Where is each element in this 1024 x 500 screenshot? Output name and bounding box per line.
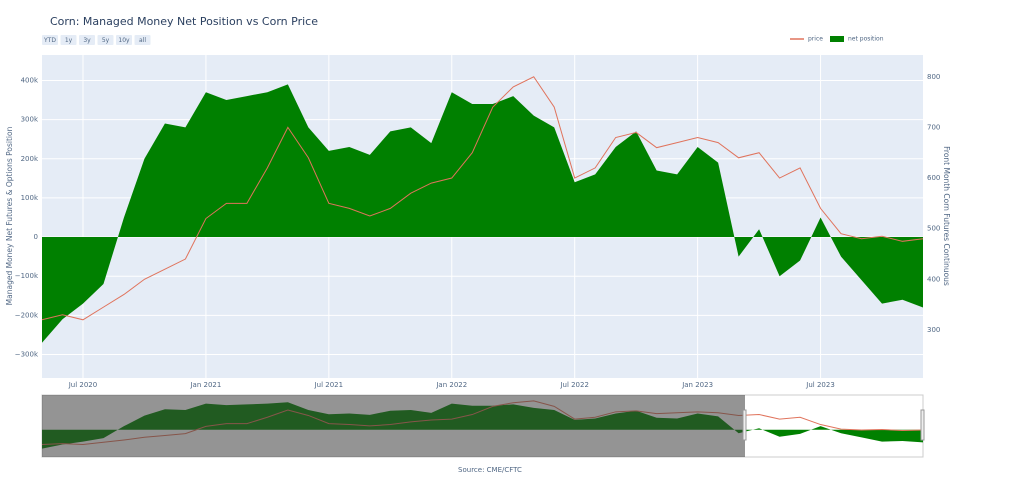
legend-swatch <box>830 36 844 42</box>
x-tick-label: Jan 2021 <box>189 381 221 389</box>
y-tick-label: 100k <box>21 194 39 202</box>
y2-tick-label: 300 <box>927 326 940 334</box>
slider-handle[interactable] <box>742 409 747 441</box>
button-label[interactable]: 10y <box>118 37 130 44</box>
y-tick-label: 300k <box>21 116 39 124</box>
range-button[interactable]: 1y <box>60 35 77 45</box>
button-bg[interactable] <box>116 35 132 45</box>
button-label[interactable]: 5y <box>102 37 110 44</box>
button-label[interactable]: 1y <box>65 37 73 44</box>
button-label[interactable]: all <box>139 37 146 44</box>
chart-title: Corn: Managed Money Net Position vs Corn… <box>50 15 318 28</box>
y-tick-label: −300k <box>15 351 39 359</box>
range-button[interactable]: all <box>134 35 151 45</box>
y2-tick-label: 600 <box>927 174 940 182</box>
y2-tick-label: 800 <box>927 73 940 81</box>
y-tick-label: 400k <box>21 76 39 84</box>
button-bg[interactable] <box>134 35 151 45</box>
x-tick-label: Jul 2021 <box>314 381 344 389</box>
button-label[interactable]: 3y <box>83 37 91 44</box>
range-button[interactable]: 10y <box>116 35 132 45</box>
source-note: Source: CME/CFTC <box>458 466 522 474</box>
slider-handle[interactable] <box>920 409 925 441</box>
button-bg[interactable] <box>42 35 58 45</box>
range-button[interactable]: YTD <box>42 35 58 45</box>
legend-label[interactable]: net position <box>848 36 884 43</box>
button-label[interactable]: YTD <box>43 37 56 44</box>
y2-tick-label: 700 <box>927 123 940 131</box>
net-position-area <box>42 84 923 343</box>
y2-tick-label: 400 <box>927 275 940 283</box>
y-tick-label: 200k <box>21 155 39 163</box>
x-tick-label: Jul 2023 <box>805 381 835 389</box>
y-axis-title: Managed Money Net Futures & Options Posi… <box>5 126 14 305</box>
button-bg[interactable] <box>97 35 114 45</box>
y-tick-label: −200k <box>15 311 39 319</box>
button-bg[interactable] <box>60 35 77 45</box>
x-tick-label: Jan 2022 <box>435 381 467 389</box>
y-tick-label: −100k <box>15 272 39 280</box>
price-line <box>41 76 924 321</box>
button-bg[interactable] <box>79 35 95 45</box>
y-tick-label: 0 <box>34 233 38 241</box>
x-tick-label: Jan 2023 <box>681 381 713 389</box>
x-tick-label: Jul 2022 <box>559 381 589 389</box>
slider-mask <box>42 395 745 457</box>
x-tick-label: Jul 2020 <box>68 381 98 389</box>
legend-label[interactable]: price <box>808 36 823 43</box>
range-button[interactable]: 5y <box>97 35 114 45</box>
range-button[interactable]: 3y <box>79 35 95 45</box>
y2-axis-title: Front Month Corn Futures Continuous <box>942 146 951 286</box>
y2-tick-label: 500 <box>927 225 940 233</box>
